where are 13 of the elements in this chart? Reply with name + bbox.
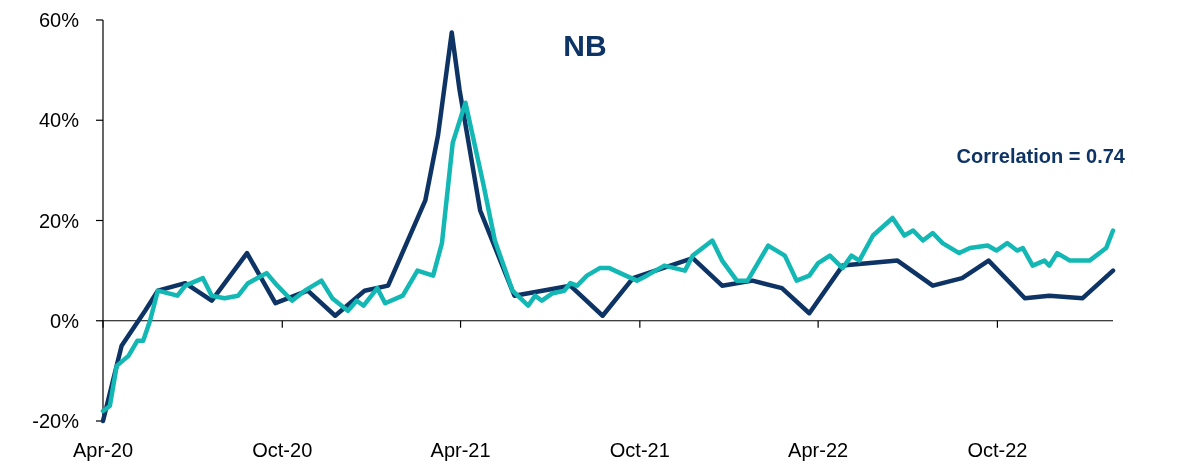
x-tick-label: Apr-22 (788, 439, 849, 461)
x-tick-label: Oct-22 (967, 439, 1028, 461)
x-tick-label: Oct-20 (252, 439, 313, 461)
x-tick-label: Apr-21 (430, 439, 491, 461)
y-tick-label: -20% (32, 410, 80, 432)
x-tick-label: Oct-21 (609, 439, 670, 461)
annotation: Correlation = 0.74 (956, 145, 1126, 167)
y-tick-label: 40% (38, 109, 80, 132)
y-tick-label: 60% (38, 9, 80, 31)
x-tick-label: Apr-20 (72, 439, 134, 461)
y-tick-label: 0% (50, 309, 80, 332)
chart-title: NB (563, 29, 607, 62)
y-tick-label: 20% (38, 209, 80, 232)
